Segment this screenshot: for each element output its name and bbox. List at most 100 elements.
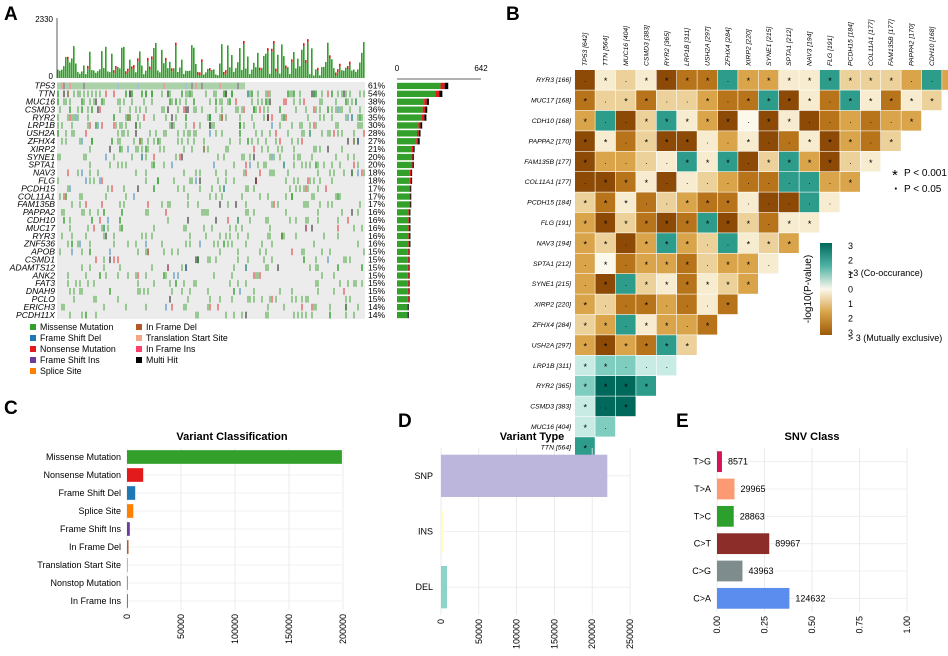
mutation-cell — [343, 90, 345, 98]
gene-percent: 16% — [368, 223, 386, 233]
mutation-cell — [85, 130, 87, 137]
mutation-cell — [99, 216, 101, 224]
tmb-bar — [293, 51, 295, 78]
mutation-cell — [297, 137, 299, 145]
mutation-cell — [203, 224, 205, 232]
interaction-cell — [615, 396, 636, 417]
mutation-cell — [107, 82, 109, 90]
tmb-bar — [337, 72, 339, 78]
tmb-bar-nonsense — [131, 66, 133, 70]
mutation-cell — [241, 224, 243, 232]
mutation-cell — [213, 161, 215, 169]
chart-d-title: Variant Type — [500, 431, 565, 443]
tmb-bar — [209, 71, 211, 78]
legend-label: Splice Site — [40, 366, 82, 376]
interaction-cell — [738, 151, 758, 172]
sig-star: * — [747, 239, 751, 249]
mutation-cell — [67, 185, 69, 192]
interaction-cell — [575, 314, 595, 335]
mutation-cell — [61, 82, 63, 90]
mutation-cell — [357, 137, 359, 145]
tmb-bar — [237, 62, 239, 78]
tmb-bar-nonsense — [303, 43, 305, 47]
mutation-cell — [153, 82, 155, 90]
mutation-cell — [269, 90, 271, 98]
interaction-row-label: RYR3 [166] — [536, 77, 572, 84]
sig-star: * — [726, 260, 730, 270]
gene-bar-multihit — [420, 122, 423, 129]
interaction-row-label: SPTA1 [212] — [533, 261, 572, 268]
legend-label: Multi Hit — [146, 355, 178, 365]
sig-star: * — [787, 158, 791, 168]
sig-star: * — [665, 280, 669, 290]
mutation-cell — [237, 106, 239, 113]
mutation-cell — [121, 82, 123, 90]
mutation-cell — [181, 288, 183, 295]
tmb-bar — [169, 61, 171, 78]
mutation-cell — [261, 295, 263, 303]
mutation-cell — [265, 98, 267, 106]
mutation-cell — [99, 90, 101, 98]
mutation-cell — [77, 90, 79, 98]
interaction-cell — [758, 253, 779, 274]
interaction-column-label: MUC16 [404] — [623, 25, 630, 66]
mutation-cell — [189, 288, 191, 295]
sig-star: * — [645, 321, 649, 331]
tmb-bar — [347, 69, 349, 78]
mutation-cell — [129, 90, 131, 98]
mutation-cell — [127, 130, 129, 137]
tmb-bar — [155, 42, 157, 78]
gene-bar-multihit — [412, 161, 414, 169]
mutation-cell — [95, 122, 97, 129]
mutation-cell — [265, 311, 267, 319]
mutation-cell — [309, 130, 311, 137]
interaction-row-label: MUC16 [404] — [531, 424, 572, 431]
gene-percent: 15% — [368, 262, 386, 272]
mutation-cell — [225, 145, 227, 153]
interaction-cell — [799, 90, 820, 111]
tmb-bar-nonsense — [273, 41, 275, 45]
mutation-cell — [237, 216, 239, 224]
tmb-bar — [105, 46, 107, 78]
gene-label: TTN — [38, 89, 55, 99]
tick-label: 0 — [122, 614, 132, 619]
sig-star: * — [583, 443, 587, 453]
mutation-cell — [363, 169, 365, 177]
interaction-cell — [738, 192, 758, 213]
interaction-cell — [615, 212, 636, 233]
mutation-cell — [323, 114, 325, 121]
legend-label: Frame Shift Del — [40, 333, 101, 343]
mutation-cell — [221, 193, 223, 200]
mutation-cell — [145, 209, 147, 216]
sig-star: * — [747, 280, 751, 290]
tmb-bar-nonsense — [275, 68, 277, 72]
mutation-cell — [227, 216, 229, 224]
gene-percent: 27% — [368, 136, 386, 146]
colorbar-gradient — [820, 243, 832, 335]
gene-label: ADAMTS12 — [9, 262, 56, 272]
gene-label: PCDH15 — [21, 183, 55, 193]
mutation-cell — [173, 272, 175, 279]
tmb-bar — [213, 69, 215, 78]
mutation-cell — [137, 280, 139, 287]
mutation-cell — [133, 82, 135, 90]
sig-star: * — [604, 239, 608, 249]
mutation-cell — [327, 145, 329, 153]
mutation-cell — [205, 82, 207, 90]
gene-bar-missense — [397, 106, 423, 113]
tmb-bar — [183, 73, 185, 78]
gene-bar-missense — [397, 177, 410, 184]
mutation-cell — [153, 153, 155, 161]
mutation-cell — [141, 153, 143, 161]
mutation-cell — [195, 82, 197, 90]
interaction-cell — [860, 151, 881, 172]
mutation-cell — [245, 209, 247, 216]
mutation-cell — [79, 240, 81, 248]
interaction-cell — [881, 131, 901, 151]
mutation-cell — [169, 82, 171, 90]
mutation-cell — [349, 90, 351, 98]
mutation-cell — [85, 201, 87, 208]
interaction-cell — [677, 70, 697, 90]
gene-bar-nonsense — [435, 90, 440, 97]
